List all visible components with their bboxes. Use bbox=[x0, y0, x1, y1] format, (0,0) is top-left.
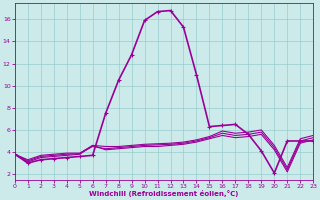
X-axis label: Windchill (Refroidissement éolien,°C): Windchill (Refroidissement éolien,°C) bbox=[89, 190, 239, 197]
